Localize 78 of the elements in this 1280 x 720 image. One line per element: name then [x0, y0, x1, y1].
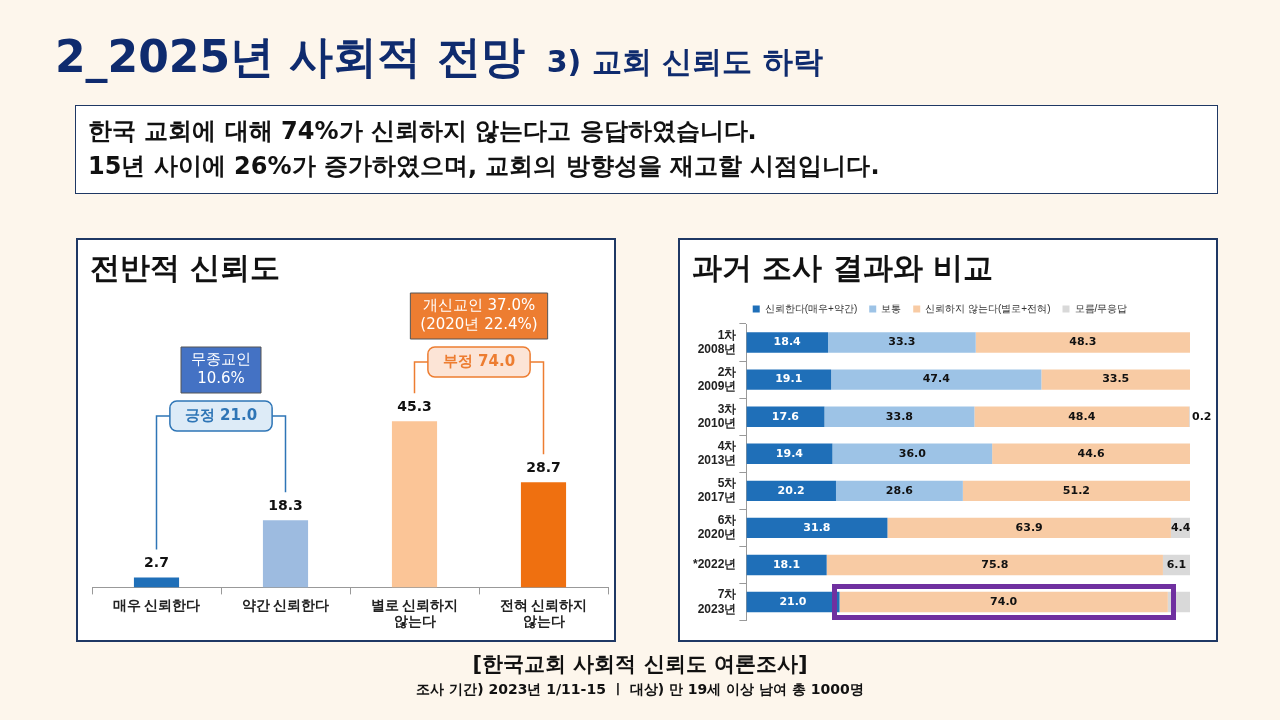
bar [824, 406, 975, 427]
bar [746, 332, 828, 353]
chart-title: 전반적 신뢰도 [90, 249, 281, 287]
legend-label: 보통 [881, 302, 902, 314]
data-label: 33.3 [888, 335, 916, 349]
data-label: 28.7 [526, 458, 561, 475]
annotation: 긍정 21.0 [184, 405, 258, 424]
bar [262, 520, 309, 588]
bar [520, 482, 567, 588]
bar [826, 554, 1163, 576]
y-tick-label: 2차 2009년 [697, 364, 737, 394]
bar [391, 421, 438, 588]
text: 무종교인 10.6% [191, 350, 251, 388]
data-label: 4.4 [1170, 520, 1191, 534]
data-label: 21.0 [779, 594, 807, 608]
x-tick-label: 별로 신뢰하지 않는다 [370, 596, 459, 630]
y-tick-label: 3차 2010년 [697, 401, 737, 431]
data-label: 20.2 [777, 483, 805, 497]
bar [992, 443, 1190, 464]
text: 15년 사이에 26%가 증가하였으며, 교회의 방향성을 재고할 시점입니다. [88, 151, 881, 182]
bar [746, 369, 832, 390]
data-label: 33.5 [1102, 372, 1130, 386]
bar [133, 577, 180, 588]
y-tick-label: 6차 2020년 [697, 513, 737, 542]
text: 조사 기간) 2023년 1/11-15 ㅣ 대상) 만 19세 이상 남여 총 1000명 [415, 681, 865, 699]
y-tick-label: 5차 2017년 [697, 475, 737, 505]
data-label: 19.4 [775, 446, 804, 460]
text: [한국교회 사회적 신뢰도 여론조사] [471, 651, 809, 678]
y-tick-label: 4차 2013년 [697, 438, 737, 468]
bar [746, 406, 825, 427]
chart-title: 과거 조사 결과와 비교 [692, 249, 994, 287]
bar [746, 554, 827, 576]
data-label: 31.8 [803, 520, 831, 534]
data-label: 18.4 [773, 335, 802, 349]
data-label: 6.1 [1166, 557, 1187, 571]
text: 3) 교회 신뢰도 하락 [546, 44, 823, 79]
x-tick-label: 전혀 신뢰하지 않는다 [499, 596, 588, 630]
data-label: 63.9 [1015, 520, 1043, 534]
data-label: 47.4 [922, 372, 951, 386]
legend-label: 신뢰하지 않는다(별로+전혀) [925, 302, 1051, 314]
data-label: 51.2 [1062, 483, 1090, 497]
data-label: 74.0 [990, 594, 1018, 608]
data-label: 18.3 [268, 496, 303, 513]
bar [831, 369, 1042, 390]
bar [746, 480, 836, 502]
bar [1041, 369, 1190, 390]
bar [975, 332, 1190, 353]
data-label: 28.6 [885, 483, 914, 497]
text: 부정 74.0 [442, 351, 516, 370]
bar [827, 332, 976, 353]
legend-label: 모름/무응답 [1074, 302, 1128, 314]
data-label: 48.4 [1068, 409, 1096, 423]
y-tick-label: *2022년 [692, 557, 737, 572]
data-label: 19.1 [775, 372, 803, 386]
data-label: 17.6 [771, 409, 800, 423]
y-tick-label: 7차 2023년 [697, 587, 737, 616]
text: 개신교인 37.0% (2020년 22.4%) [420, 296, 538, 334]
data-label: 33.8 [885, 409, 913, 423]
bar [974, 406, 1190, 427]
text: 한국 교회에 대해 74%가 신뢰하지 않는다고 응답하였습니다. [88, 116, 758, 147]
y-tick-label: 1차 2008년 [697, 327, 737, 357]
data-label: 48.3 [1069, 335, 1097, 349]
x-tick-label: 매우 신뢰한다 [112, 596, 201, 613]
data-label: 44.6 [1077, 446, 1105, 460]
data-label: 18.1 [772, 557, 801, 571]
bar [746, 517, 888, 539]
text: 2_2025년 사회적 전망 [55, 31, 525, 82]
x-tick-label: 약간 신뢰한다 [241, 596, 330, 613]
bar [835, 480, 963, 502]
legend-label: 신뢰한다(매우+약간) [764, 302, 858, 314]
data-label: 36.0 [898, 446, 927, 460]
bar [962, 480, 1190, 502]
data-label: 75.8 [981, 557, 1009, 571]
data-label: 2.7 [144, 554, 169, 571]
bar [832, 443, 993, 464]
bar [887, 517, 1171, 539]
data-label: 45.3 [397, 397, 432, 414]
data-label: 0.2 [1192, 409, 1212, 423]
